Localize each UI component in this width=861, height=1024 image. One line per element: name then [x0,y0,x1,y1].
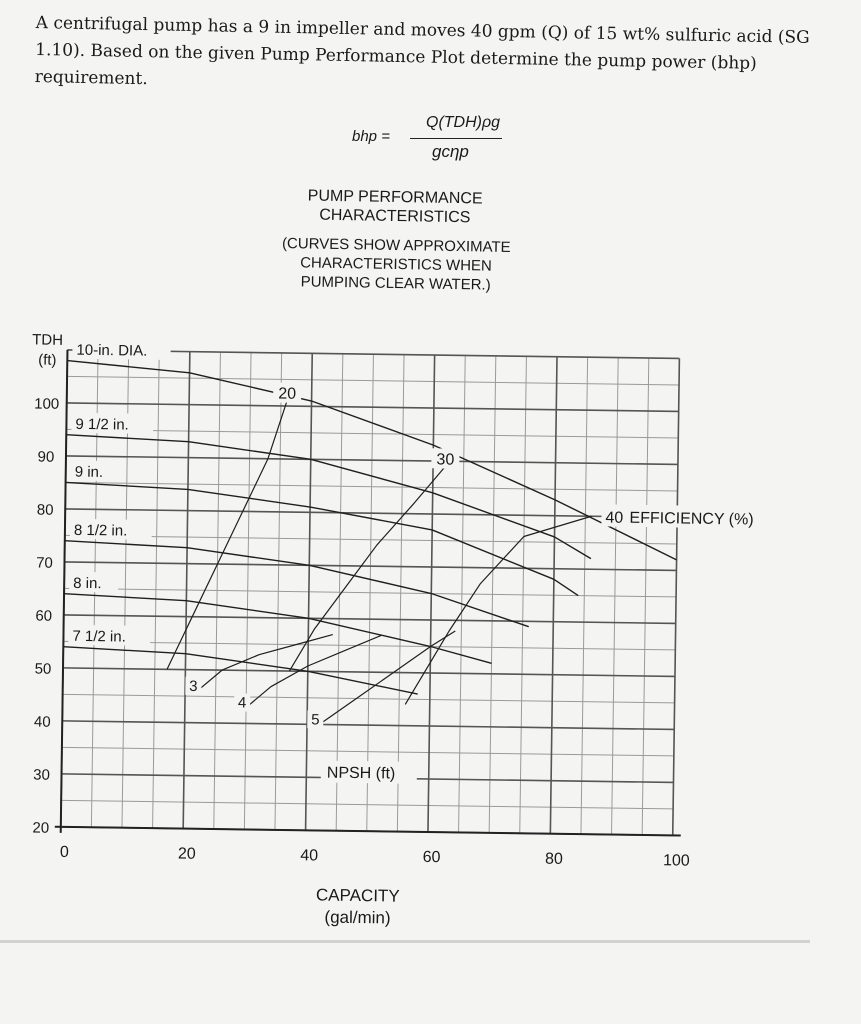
head-curve-label: 7 1/2 in. [72,628,126,646]
npsh-label-bg [307,710,324,729]
head-curve-label: 9 1/2 in. [75,416,129,434]
grid-line-horizontal [65,481,678,492]
bhp-formula: bhp = Q(TDH)ρg gcηp [352,112,512,172]
y-tick-label: 20 [32,819,49,836]
grid-line-major-horizontal [64,561,677,572]
grid-line-horizontal [67,375,680,386]
grid-line-horizontal [61,799,674,810]
npsh-curve [245,634,382,709]
npsh-curve-label: 4 [238,694,247,711]
grid-line-horizontal [64,534,677,545]
formula-numerator: Q(TDH)ρg [426,114,501,131]
y-axis-label: (ft) [38,352,57,369]
efficiency-curve-label: 20 [278,386,296,403]
efficiency-label-bg [431,448,460,469]
grid-line-major-vertical [304,353,314,831]
grid-line-major-vertical [671,358,681,836]
grid-line-horizontal [66,428,679,439]
npsh-curve [318,630,456,725]
x-axis-label: (gal/min) [324,908,390,928]
npsh-axis-label: NPSH (ft) [327,765,396,783]
efficiency-curve [166,400,288,670]
y-tick-label: 30 [33,766,50,783]
grid-line-major-vertical [549,356,558,834]
grid-line-major-horizontal [63,667,675,678]
efficiency-axis-label: EFFICIENCY (%) [629,510,753,529]
x-axis-line [54,825,681,837]
grid-line-horizontal [63,640,676,651]
chart-plot-group: 20 30 40 50 60 70 80 90 100 0 20 40 60 80 100 TDH (ft) CA… [32,331,792,928]
head-label-bg [68,624,151,646]
head-curve [67,359,677,561]
y-tick-label: 40 [34,713,51,730]
x-tick-label: 0 [60,844,69,861]
formula-lhs: bhp = [352,128,390,145]
formula-denominator: gcηp [432,142,469,161]
grid-line-major-horizontal [63,614,676,625]
fraction-bar [410,138,502,139]
grid-line-horizontal [62,693,675,704]
head-curve [63,645,418,695]
y-tick-label: 90 [37,449,54,466]
npsh-label-bg [320,760,418,784]
x-tick-label: 20 [178,846,196,863]
y-tick-label: 70 [36,554,53,571]
head-label-bg [69,518,152,540]
grid-line-major-horizontal [65,455,678,466]
npsh-label-bg [234,693,251,712]
head-label-bg [72,338,171,360]
head-curve [66,434,592,560]
x-tick-label: 40 [300,847,318,864]
x-axis-label: CAPACITY [316,885,400,905]
x-tick-label: 60 [423,849,441,866]
y-tick-label: 100 [34,395,59,412]
npsh-curve [196,633,333,692]
head-label-bg [69,571,119,593]
head-curve [64,592,492,664]
efficiency-curve-label: 40 [605,509,623,526]
grid-line-major-horizontal [62,720,675,731]
grid-line-horizontal [64,587,677,598]
head-curve-label: 8 in. [73,575,102,592]
efficiency-curve [404,515,592,705]
efficiency-label-bg [601,504,792,530]
y-tick-label: 80 [37,502,54,519]
head-curve [64,539,529,628]
grid-line-major-vertical [182,351,191,829]
head-curve [65,481,579,597]
grid-line-major-horizontal [65,508,678,519]
x-tick-label: 80 [545,851,563,868]
npsh-curve-label: 3 [189,678,198,695]
y-tick-label: 60 [35,607,52,624]
head-label-bg [71,412,154,434]
grid-line-horizontal [61,746,674,757]
head-curve-label: 8 1/2 in. [74,522,128,540]
y-axis-label: TDH [32,331,63,348]
efficiency-label-bg [273,382,302,403]
x-tick-label: 100 [663,852,690,869]
y-axis-line [59,349,69,833]
efficiency-curve-label: 30 [436,451,454,468]
grid-line-major-horizontal [66,402,679,413]
head-curve-label: 10-in. DIA. [76,342,147,360]
npsh-label-bg [185,676,202,696]
head-label-bg [70,460,120,482]
efficiency-curve [288,466,446,672]
head-curve-label: 9 in. [75,464,104,481]
npsh-curve-label: 5 [311,711,320,728]
bottom-divider [0,940,810,943]
y-tick-label: 50 [35,660,52,677]
